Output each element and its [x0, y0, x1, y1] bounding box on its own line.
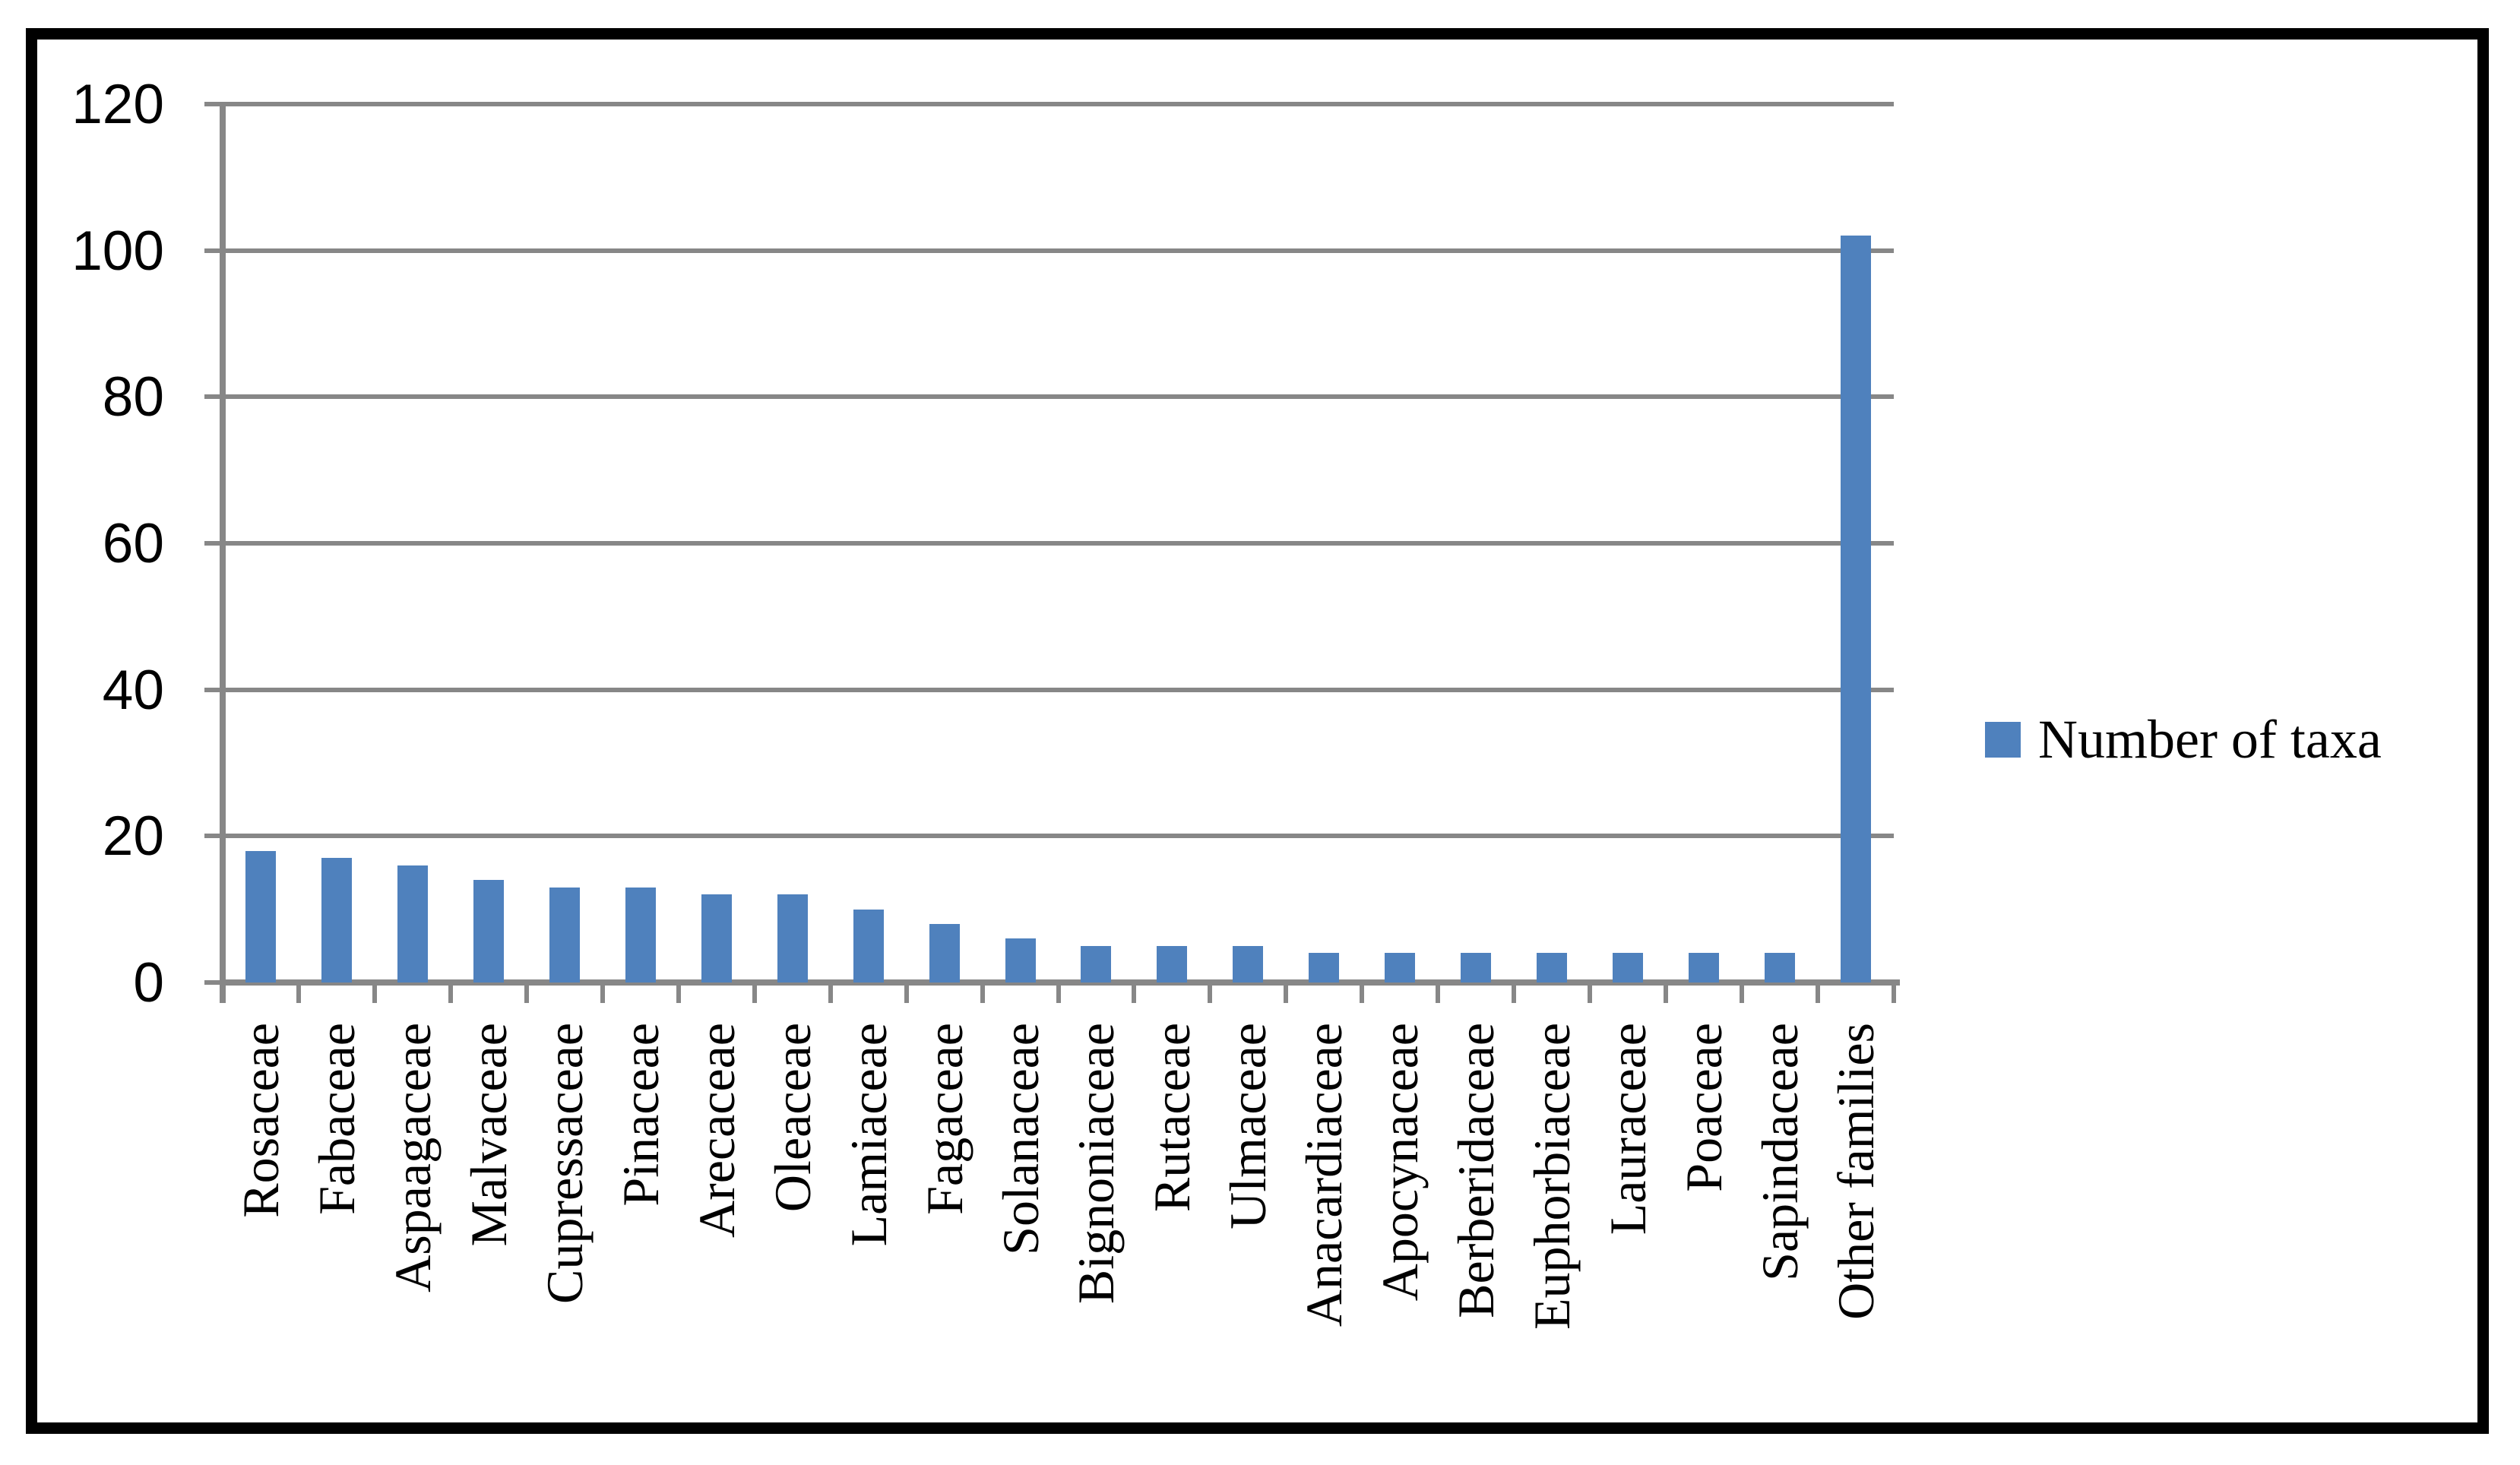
y-axis-tick-60: [204, 541, 223, 546]
x-axis-label-fagaceae: Fagaceae: [915, 1023, 973, 1215]
x-axis-tick: [752, 982, 757, 1003]
bar-fabaceae: [321, 858, 352, 982]
x-axis-label-anacardiaceae: Anacardiaceae: [1295, 1023, 1353, 1327]
bar-ulmaceae: [1233, 945, 1264, 982]
y-axis-label-100: 100: [71, 220, 164, 282]
x-axis-label-sapindaceae: Sapindaceae: [1751, 1023, 1809, 1281]
bar-solanaceae: [1005, 938, 1036, 982]
x-axis-label-rosaceae: Rosaceae: [231, 1023, 290, 1218]
legend-swatch-icon: [1985, 721, 2021, 758]
y-axis-label-120: 120: [71, 74, 164, 135]
x-axis-tick: [600, 982, 605, 1003]
bar-lamiaceae: [853, 909, 884, 982]
y-axis-tick-80: [204, 394, 223, 400]
x-axis-tick: [1360, 982, 1365, 1003]
y-axis-tick-120: [204, 102, 223, 106]
x-axis-label-berberidaceae: Berberidaceae: [1447, 1023, 1505, 1318]
x-axis-tick: [372, 982, 377, 1003]
x-axis-label-ulmaceae: Ulmaceae: [1219, 1023, 1277, 1229]
x-axis-label-lamiaceae: Lamiaceae: [839, 1023, 898, 1247]
gridline-40: [223, 687, 1894, 692]
y-axis-tick-20: [204, 834, 223, 839]
bar-pinaceae: [625, 887, 656, 982]
gridline-0: [223, 979, 1900, 986]
gridline-100: [223, 248, 1894, 253]
x-axis-label-cupressaceae: Cupressaceae: [535, 1023, 594, 1305]
figure-border: [26, 28, 2489, 1434]
bar-berberidaceae: [1461, 953, 1492, 982]
bar-lauraceae: [1613, 953, 1644, 982]
bar-oleaceae: [777, 894, 808, 982]
y-axis-label-0: 0: [133, 952, 164, 1014]
gridline-20: [223, 834, 1894, 839]
x-axis-label-solanaceae: Solanaceae: [991, 1023, 1049, 1255]
legend-label: Number of taxa: [2038, 709, 2382, 770]
x-axis-tick: [1208, 982, 1213, 1003]
y-axis-label-60: 60: [102, 513, 164, 574]
x-axis-label-arecaceae: Arecaceae: [687, 1023, 746, 1239]
legend: Number of taxa: [1985, 712, 2382, 767]
bar-rosaceae: [245, 850, 276, 982]
y-axis-label-80: 80: [102, 366, 164, 429]
x-axis-tick: [524, 982, 529, 1003]
bar-rutaceae: [1157, 945, 1188, 982]
x-axis-label-rutaceae: Rutaceae: [1143, 1023, 1201, 1213]
x-axis-tick: [828, 982, 833, 1003]
x-axis-label-fabaceae: Fabaceae: [307, 1023, 366, 1215]
bar-sapindaceae: [1765, 953, 1796, 982]
bar-aspaagaceae: [397, 865, 428, 982]
y-axis-tick-40: [204, 687, 223, 692]
bar-cupressaceae: [549, 887, 580, 982]
x-axis-tick: [1588, 982, 1593, 1003]
x-axis-tick: [980, 982, 985, 1003]
x-axis-tick: [1740, 982, 1745, 1003]
x-axis-label-malvaceae: Malvaceae: [459, 1023, 518, 1247]
bar-bignoniaceae: [1081, 945, 1112, 982]
x-axis-label-lauraceae: Lauraceae: [1599, 1023, 1657, 1236]
x-axis-tick: [1056, 982, 1061, 1003]
x-axis-tick: [676, 982, 681, 1003]
bar-fagaceae: [929, 923, 960, 982]
gridline-120: [223, 102, 1894, 106]
y-axis-tick-100: [204, 248, 223, 253]
x-axis-label-aspaagaceae: Aspaagaceae: [383, 1023, 442, 1293]
x-axis-label-bignoniaceae: Bignoniaceae: [1067, 1023, 1125, 1305]
x-axis-label-euphorbiaceae: Euphorbiaceae: [1523, 1023, 1581, 1330]
x-axis-label-oleaceae: Oleaceae: [763, 1023, 822, 1213]
x-axis-tick: [1664, 982, 1669, 1003]
x-axis-tick: [448, 982, 453, 1003]
x-axis-tick: [1132, 982, 1137, 1003]
x-axis-label-pinaceae: Pinaceae: [611, 1023, 670, 1207]
bar-euphorbiaceae: [1537, 953, 1568, 982]
gridline-80: [223, 394, 1894, 400]
bar-other-families: [1841, 236, 1872, 982]
bar-anacardiaceae: [1309, 953, 1340, 982]
y-axis-label-20: 20: [102, 805, 164, 868]
x-axis-tick: [296, 982, 301, 1003]
bar-malvaceae: [473, 880, 504, 982]
bar-apocynaceae: [1385, 953, 1416, 982]
x-axis-tick: [1816, 982, 1821, 1003]
bar-arecaceae: [701, 894, 732, 982]
x-axis-tick: [1512, 982, 1517, 1003]
x-axis-tick: [1436, 982, 1441, 1003]
x-axis-tick: [1284, 982, 1289, 1003]
bar-poaceae: [1689, 953, 1720, 982]
y-axis-tick-0: [204, 980, 223, 985]
y-axis-label-40: 40: [102, 659, 164, 721]
x-axis-tick: [220, 982, 225, 1003]
x-axis-label-apocynaceae: Apocynaceae: [1371, 1023, 1429, 1302]
gridline-60: [223, 541, 1894, 546]
x-axis-tick: [1892, 982, 1896, 1003]
y-axis-line: [220, 104, 226, 1003]
x-axis-label-other-families: Other families: [1827, 1023, 1885, 1320]
x-axis-tick: [904, 982, 909, 1003]
x-axis-label-poaceae: Poaceae: [1675, 1023, 1733, 1192]
